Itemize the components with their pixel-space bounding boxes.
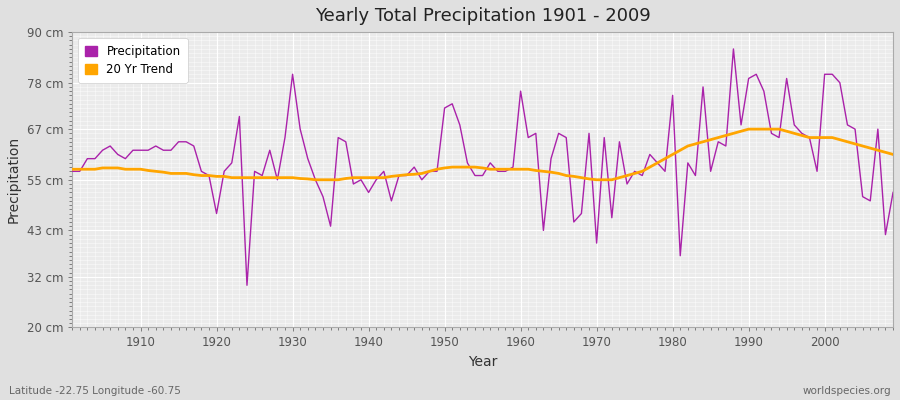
Y-axis label: Precipitation: Precipitation: [7, 136, 21, 223]
Title: Yearly Total Precipitation 1901 - 2009: Yearly Total Precipitation 1901 - 2009: [315, 7, 651, 25]
X-axis label: Year: Year: [468, 355, 498, 369]
Text: Latitude -22.75 Longitude -60.75: Latitude -22.75 Longitude -60.75: [9, 386, 181, 396]
Text: worldspecies.org: worldspecies.org: [803, 386, 891, 396]
Legend: Precipitation, 20 Yr Trend: Precipitation, 20 Yr Trend: [78, 38, 187, 83]
